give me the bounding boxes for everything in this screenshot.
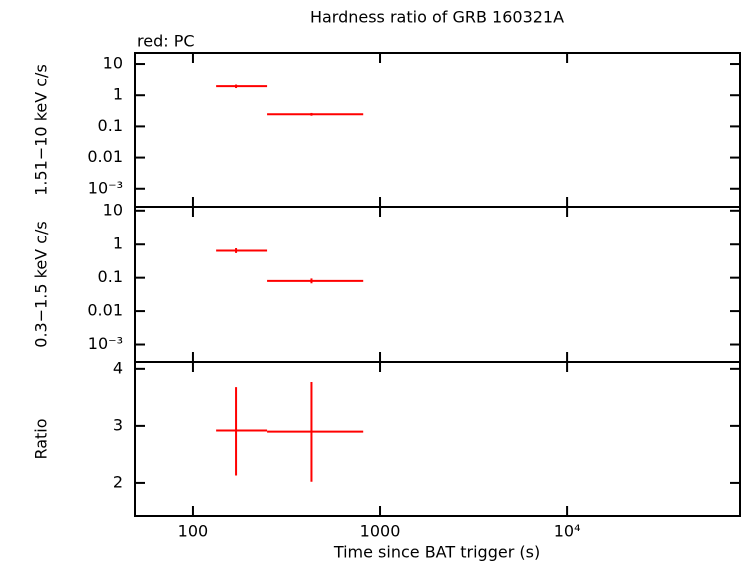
chart-title: Hardness ratio of GRB 160321A bbox=[310, 8, 564, 27]
panel-frame bbox=[134, 52, 741, 208]
y-tick-label: 1 bbox=[113, 234, 123, 253]
x-tick-label: 1000 bbox=[360, 522, 401, 541]
panel-frame bbox=[134, 206, 741, 363]
y-tick-label: 0.1 bbox=[98, 116, 123, 135]
x-axis-label: Time since BAT trigger (s) bbox=[333, 543, 540, 562]
y-axis-label: Ratio bbox=[32, 418, 51, 459]
y-tick-label: 4 bbox=[113, 358, 123, 377]
y-tick-label: 0.01 bbox=[87, 147, 123, 166]
y-tick-label: 10 bbox=[103, 54, 123, 73]
y-axis-label: 0.3−1.5 keV c/s bbox=[32, 221, 51, 347]
y-tick-label: 2 bbox=[113, 472, 123, 491]
y-axis-label: 1.51−10 keV c/s bbox=[32, 64, 51, 196]
annotation: red: PC bbox=[137, 32, 195, 51]
x-tick-label: 10⁴ bbox=[554, 522, 581, 541]
y-tick-label: 0.1 bbox=[98, 267, 123, 286]
y-tick-label: 10⁻³ bbox=[88, 334, 123, 353]
y-tick-label: 10⁻³ bbox=[88, 178, 123, 197]
y-tick-label: 10 bbox=[103, 200, 123, 219]
x-tick-label: 100 bbox=[178, 522, 209, 541]
panel-frame bbox=[134, 361, 741, 517]
y-tick-label: 0.01 bbox=[87, 301, 123, 320]
y-tick-label: 3 bbox=[113, 415, 123, 434]
y-tick-label: 1 bbox=[113, 85, 123, 104]
